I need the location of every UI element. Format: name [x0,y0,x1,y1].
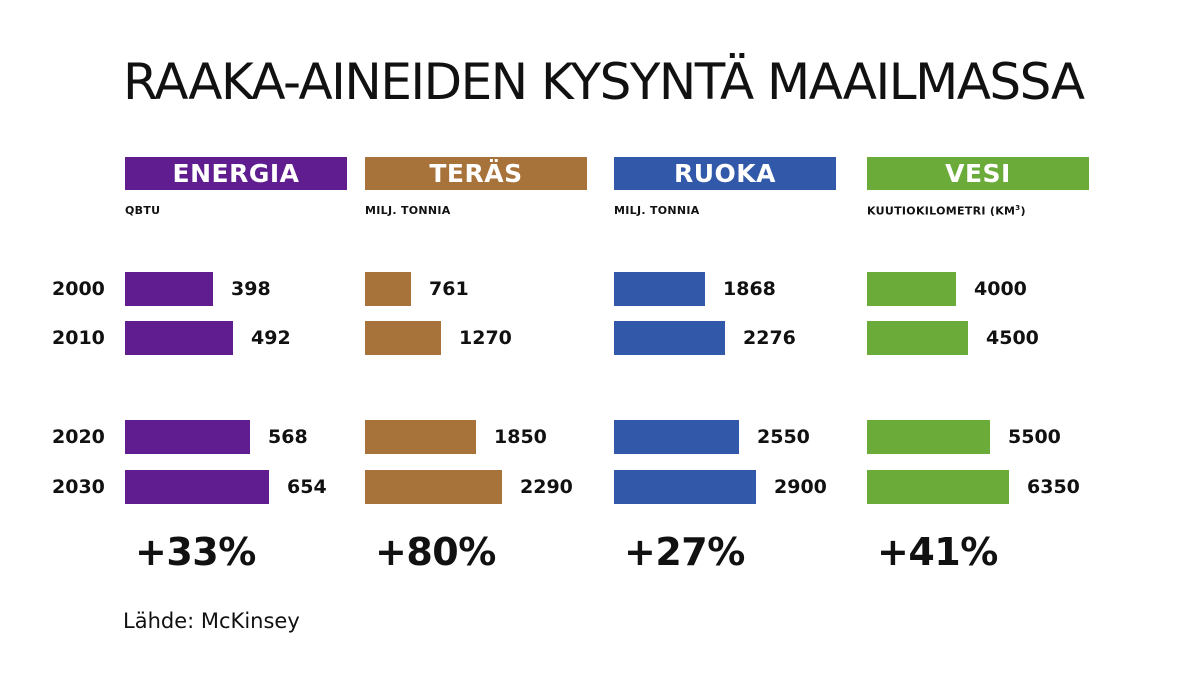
panel-energia: ENERGIA QBTU 398 492 568 654 +33% [125,0,365,674]
unit-label: MILJ. TONNIA [614,204,700,217]
bar-2020 [614,420,739,454]
panel-vesi: VESI KUUTIOKILOMETRI (KM3) 4000 4500 5500 635… [867,0,1107,674]
bar-2010 [867,321,968,355]
bar-2000 [125,272,213,306]
year-label-2030: 2030 [52,476,105,498]
bar-2030 [867,470,1009,504]
category-header: RUOKA [614,157,836,190]
value-label-2000: 4000 [974,278,1027,300]
value-label-2020: 1850 [494,426,547,448]
value-label-2020: 5500 [1008,426,1061,448]
value-label-2020: 568 [268,426,308,448]
value-label-2030: 2900 [774,476,827,498]
value-label-2010: 1270 [459,327,512,349]
year-label-2020: 2020 [52,426,105,448]
value-label-2010: 492 [251,327,291,349]
bar-2000 [365,272,411,306]
unit-label: QBTU [125,204,161,217]
unit-label: KUUTIOKILOMETRI (KM3) [867,204,1026,218]
change-percentage: +33% [135,530,256,574]
bar-2020 [125,420,250,454]
year-label-2000: 2000 [52,278,105,300]
bar-2010 [125,321,233,355]
change-percentage: +27% [624,530,745,574]
bar-2010 [614,321,725,355]
bar-2030 [125,470,269,504]
bar-2000 [614,272,705,306]
change-percentage: +41% [877,530,998,574]
panel-teräs: TERÄS MILJ. TONNIA 761 1270 1850 2290 +80% [365,0,605,674]
bar-2030 [365,470,502,504]
value-label-2020: 2550 [757,426,810,448]
value-label-2000: 761 [429,278,469,300]
unit-label: MILJ. TONNIA [365,204,451,217]
source-note: Lähde: McKinsey [123,609,300,633]
bar-2020 [867,420,990,454]
value-label-2030: 2290 [520,476,573,498]
bar-2000 [867,272,956,306]
bar-2010 [365,321,441,355]
value-label-2030: 6350 [1027,476,1080,498]
category-header: VESI [867,157,1089,190]
value-label-2000: 1868 [723,278,776,300]
change-percentage: +80% [375,530,496,574]
value-label-2030: 654 [287,476,327,498]
category-header: ENERGIA [125,157,347,190]
page-title: RAAKA-AINEIDEN KYSYNTÄ MAAILMASSA [123,53,1085,111]
value-label-2010: 2276 [743,327,796,349]
value-label-2010: 4500 [986,327,1039,349]
panel-ruoka: RUOKA MILJ. TONNIA 1868 2276 2550 2900 +27% [614,0,854,674]
year-label-2010: 2010 [52,327,105,349]
bar-2030 [614,470,756,504]
value-label-2000: 398 [231,278,271,300]
bar-2020 [365,420,476,454]
category-header: TERÄS [365,157,587,190]
